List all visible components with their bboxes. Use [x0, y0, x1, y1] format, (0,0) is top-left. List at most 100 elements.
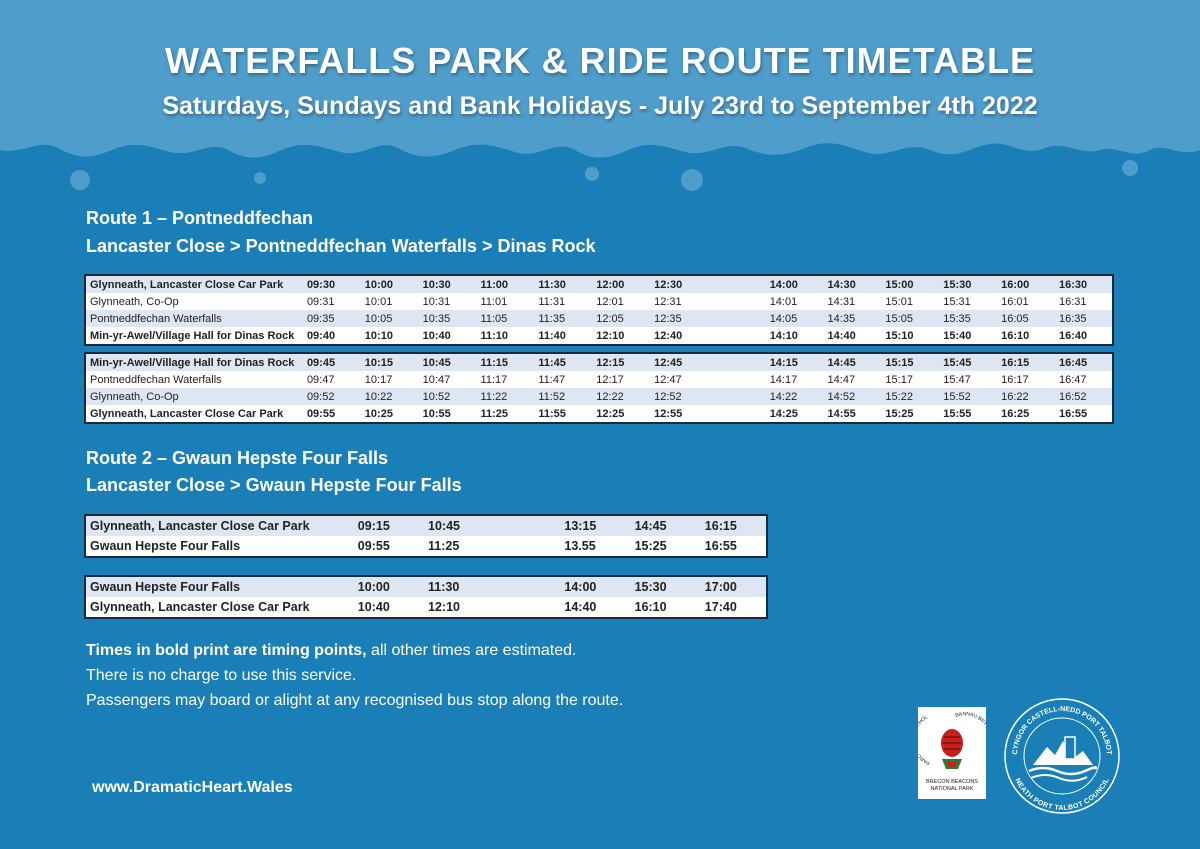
time-cell: 09:52: [306, 388, 365, 405]
route2-subheading: Lancaster Close > Gwaun Hepste Four Fall…: [86, 475, 462, 495]
notes-line-3: Passengers may board or alight at any re…: [86, 692, 624, 709]
time-cell: 15:30: [943, 275, 1002, 293]
table-row: Pontneddfechan Waterfalls 09:35 10:05 10:35…: [85, 310, 1113, 327]
time-cell: 16:10: [634, 600, 667, 614]
route1-outbound-table: Glynneath, Lancaster Close Car Park 09:30…: [84, 274, 1114, 346]
stop-name-cell: Glynneath, Lancaster Close Car Park: [90, 600, 310, 614]
stop-name-cell: Min-yr-Awel/Village Hall for Dinas Rock: [90, 329, 295, 342]
time-cell: 15:30: [634, 576, 705, 597]
time-cell: 10:55: [422, 407, 451, 420]
time-cell: 14:55: [827, 407, 856, 420]
time-cell: 16:31: [1058, 295, 1087, 308]
time-cell: 15:15: [885, 353, 944, 371]
notes-rest-text: all other times are estimated.: [366, 642, 577, 659]
time-cell: 12:00: [596, 275, 655, 293]
time-cell: 14:45: [634, 515, 705, 536]
time-cell: 10:30: [422, 275, 481, 293]
time-cell: 09:45: [306, 353, 365, 371]
table-row: Pontneddfechan Waterfalls 09:47 10:17 10:47…: [85, 371, 1113, 388]
time-cell: 14:47: [827, 373, 856, 386]
time-cell: 15:25: [634, 539, 667, 553]
time-cell: [712, 293, 770, 310]
brecon-beacons-logo: PARC CENEDLAETHOL BANNAU BRYCHEINIOG BRE…: [911, 707, 993, 799]
time-cell: [711, 310, 770, 327]
time-cell: 16:30: [1058, 275, 1113, 293]
time-cell: 12:10: [596, 329, 625, 342]
time-cell: 11:45: [538, 353, 597, 371]
time-cell: 17:00: [704, 576, 767, 597]
time-cell: 15:31: [943, 295, 971, 308]
time-cell: 16:05: [1001, 310, 1059, 327]
time-cell: 14:52: [827, 388, 886, 405]
time-cell: 10:35: [422, 310, 481, 327]
time-cell: 09:31: [306, 295, 335, 308]
route1-return-table: Min-yr-Awel/Village Hall for Dinas Rock 0…: [84, 352, 1114, 424]
time-cell: 16:45: [1058, 353, 1113, 371]
time-cell: 12:31: [654, 295, 682, 308]
time-cell: 10:01: [364, 295, 393, 308]
time-cell: 15:10: [885, 329, 914, 342]
time-cell: 12:05: [596, 310, 655, 327]
time-cell: 09:40: [306, 329, 336, 342]
table-row: Glynneath, Lancaster Close Car Park 09:30…: [85, 275, 1113, 293]
time-cell: 12:45: [654, 353, 712, 371]
bb-logo-line-2: NATIONAL PARK: [931, 786, 974, 792]
time-cell: 17:40: [704, 600, 737, 614]
time-cell: 14:40: [827, 329, 856, 342]
time-cell: 10:22: [364, 388, 423, 405]
time-cell: 10:45: [428, 515, 499, 536]
time-cell: 16:25: [1001, 407, 1030, 420]
time-cell: 14:00: [769, 275, 828, 293]
time-cell: 16:10: [1001, 329, 1030, 342]
time-cell: 12:10: [428, 600, 460, 614]
time-cell: 14:17: [769, 373, 798, 386]
time-cell: 11:30: [428, 576, 499, 597]
stop-name-cell: Gwaun Hepste Four Falls: [90, 539, 241, 553]
bb-arc-left-text: PARC CENEDLAETHOL: [911, 714, 931, 765]
stop-name-cell: Gwaun Hepste Four Falls: [85, 576, 358, 597]
stop-name-cell: Pontneddfechan Waterfalls: [85, 310, 307, 327]
time-cell: 14:45: [827, 353, 886, 371]
stop-name-cell: Glynneath, Lancaster Close Car Park: [90, 407, 284, 420]
time-cell: 14:31: [827, 295, 856, 308]
time-cell: 12:52: [654, 388, 712, 405]
website-link[interactable]: www.DramaticHeart.Wales: [92, 779, 293, 796]
time-cell: 12:15: [596, 353, 655, 371]
time-cell: 10:52: [422, 388, 481, 405]
time-cell: 14:35: [827, 310, 886, 327]
stop-name-cell: Pontneddfechan Waterfalls: [90, 373, 222, 386]
time-cell: 15:00: [885, 275, 944, 293]
time-cell: 14:40: [564, 600, 597, 614]
time-cell: 12:47: [654, 373, 682, 386]
time-cell: 10:00: [364, 275, 423, 293]
time-cell: 15:40: [943, 329, 972, 342]
notes-line-2: There is no charge to use this service.: [86, 667, 357, 684]
time-cell: 16:01: [1001, 295, 1029, 308]
tower-icon: [1064, 736, 1076, 760]
time-cell: 16:55: [704, 539, 737, 553]
bb-logo-line-1: BRECON BEACONS: [926, 779, 978, 785]
table-row: Min-yr-Awel/Village Hall for Dinas Rock 0…: [85, 327, 1113, 345]
notes-line-1: Times in bold print are timing points, a…: [86, 638, 623, 663]
time-cell: 09:35: [306, 310, 365, 327]
time-cell: 10:31: [422, 295, 451, 308]
time-cell: 12:25: [596, 407, 625, 420]
time-cell: 14:10: [769, 329, 798, 342]
time-cell: 14:15: [769, 353, 828, 371]
time-cell: 14:30: [827, 275, 886, 293]
time-cell: 15:35: [943, 310, 1002, 327]
time-cell: 16:15: [704, 515, 767, 536]
time-cell: 11:35: [538, 310, 597, 327]
time-cell: 16:17: [1001, 373, 1029, 386]
time-cell: 16:22: [1001, 388, 1059, 405]
time-cell: 15:22: [885, 388, 944, 405]
time-cell: 10:00: [357, 576, 428, 597]
time-cell: 15:17: [885, 373, 913, 386]
time-cell: [712, 405, 770, 423]
time-cell: [711, 388, 770, 405]
time-cell: [712, 371, 770, 388]
table-row: Gwaun Hepste Four Falls 09:55 11:25 13.55 15…: [85, 536, 767, 557]
time-cell: [498, 536, 564, 557]
time-cell: 14:00: [564, 576, 635, 597]
table-row: Min-yr-Awel/Village Hall for Dinas Rock 0…: [85, 353, 1113, 371]
